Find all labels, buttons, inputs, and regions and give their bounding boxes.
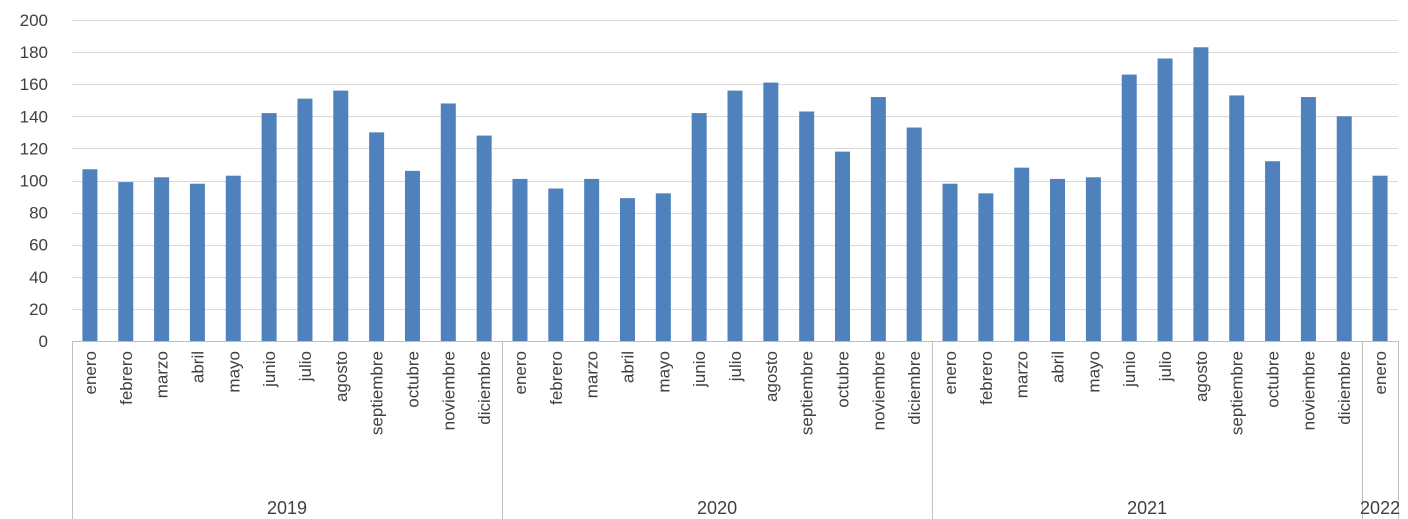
bar: [942, 183, 958, 341]
bar: [118, 182, 134, 341]
y-tick-label: 160: [20, 75, 48, 94]
bar: [763, 82, 779, 341]
bar: [835, 151, 851, 341]
x-category-label: septiembre: [368, 351, 387, 435]
bar: [297, 98, 313, 342]
bar: [1229, 95, 1245, 341]
bar: [1300, 97, 1316, 341]
bar: [691, 113, 707, 341]
x-group-label: 2019: [267, 498, 307, 518]
bar: [619, 198, 635, 341]
x-category-label: agosto: [332, 351, 351, 402]
bar: [82, 169, 98, 341]
bar: [1372, 175, 1388, 341]
bar: [727, 90, 743, 342]
x-axis-year-labels: 2019 2020 2021 2022: [267, 498, 1400, 518]
x-category-label: diciembre: [905, 351, 924, 425]
y-tick-label: 60: [29, 236, 48, 255]
bar: [512, 178, 528, 341]
x-category-label: abril: [188, 351, 207, 383]
x-category-label: enero: [511, 351, 530, 394]
bar: [548, 188, 564, 341]
x-category-label: junio: [690, 351, 709, 388]
y-tick-label: 40: [29, 268, 48, 287]
x-axis: [72, 341, 1399, 519]
y-tick-label: 20: [29, 300, 48, 319]
x-group-label: 2022: [1360, 498, 1400, 518]
x-category-label: diciembre: [475, 351, 494, 425]
x-category-label: marzo: [153, 351, 172, 398]
x-category-label: abril: [1049, 351, 1068, 383]
x-category-label: abril: [618, 351, 637, 383]
x-category-label: febrero: [117, 351, 136, 405]
bar: [1050, 178, 1066, 341]
x-category-label: mayo: [1084, 351, 1103, 393]
bar: [1265, 161, 1281, 341]
bar: [799, 111, 815, 342]
bar: [404, 170, 420, 341]
x-category-label: mayo: [654, 351, 673, 393]
y-tick-label: 200: [20, 11, 48, 30]
x-category-label: marzo: [583, 351, 602, 398]
x-group-label: 2020: [697, 498, 737, 518]
x-category-label: octubre: [834, 351, 853, 408]
bar: [906, 127, 922, 341]
y-tick-label: 180: [20, 43, 48, 62]
bar: [369, 132, 385, 341]
x-category-label: junio: [1120, 351, 1139, 388]
x-category-label: diciembre: [1335, 351, 1354, 425]
bar: [1014, 167, 1030, 341]
bar: [1085, 177, 1101, 341]
x-category-label: mayo: [224, 351, 243, 393]
bar: [655, 193, 671, 341]
x-category-label: junio: [260, 351, 279, 388]
bar: [189, 183, 205, 341]
bar: [333, 90, 349, 342]
x-category-label: marzo: [1013, 351, 1032, 398]
x-category-label: agosto: [762, 351, 781, 402]
x-category-label: noviembre: [1299, 351, 1318, 430]
x-category-label: noviembre: [869, 351, 888, 430]
y-tick-label: 80: [29, 204, 48, 223]
y-tick-label: 0: [39, 332, 48, 351]
bar: [584, 178, 600, 341]
bar: [1193, 47, 1209, 341]
bar: [225, 175, 241, 341]
bar: [870, 97, 886, 341]
bar: [440, 103, 456, 342]
x-axis-category-labels: enero febrero marzo abril mayo junio julio agos…: [81, 351, 1390, 435]
x-category-label: agosto: [1192, 351, 1211, 402]
x-category-label: noviembre: [439, 351, 458, 430]
bar: [476, 135, 492, 341]
x-category-label: febrero: [977, 351, 996, 405]
y-axis-tick-labels: 0 20 40 60 80 100 120 140 160 180 200: [20, 11, 48, 351]
bar: [978, 193, 994, 341]
bar: [1336, 116, 1352, 341]
x-category-label: octubre: [1264, 351, 1283, 408]
x-category-label: febrero: [547, 351, 566, 405]
bar: [261, 113, 277, 341]
y-tick-label: 120: [20, 139, 48, 158]
x-category-label: enero: [81, 351, 100, 394]
bar: [1121, 74, 1137, 341]
bar: [1157, 58, 1173, 342]
x-category-label: julio: [1156, 351, 1175, 382]
x-category-label: julio: [296, 351, 315, 382]
x-category-label: septiembre: [1228, 351, 1247, 435]
y-tick-label: 100: [20, 172, 48, 191]
x-group-label: 2021: [1127, 498, 1167, 518]
x-category-label: enero: [941, 351, 960, 394]
x-category-label: enero: [1371, 351, 1390, 394]
x-category-label: septiembre: [798, 351, 817, 435]
bars: [82, 47, 1388, 342]
x-category-label: octubre: [403, 351, 422, 408]
y-tick-label: 140: [20, 107, 48, 126]
bar: [154, 177, 170, 341]
x-category-label: julio: [726, 351, 745, 382]
